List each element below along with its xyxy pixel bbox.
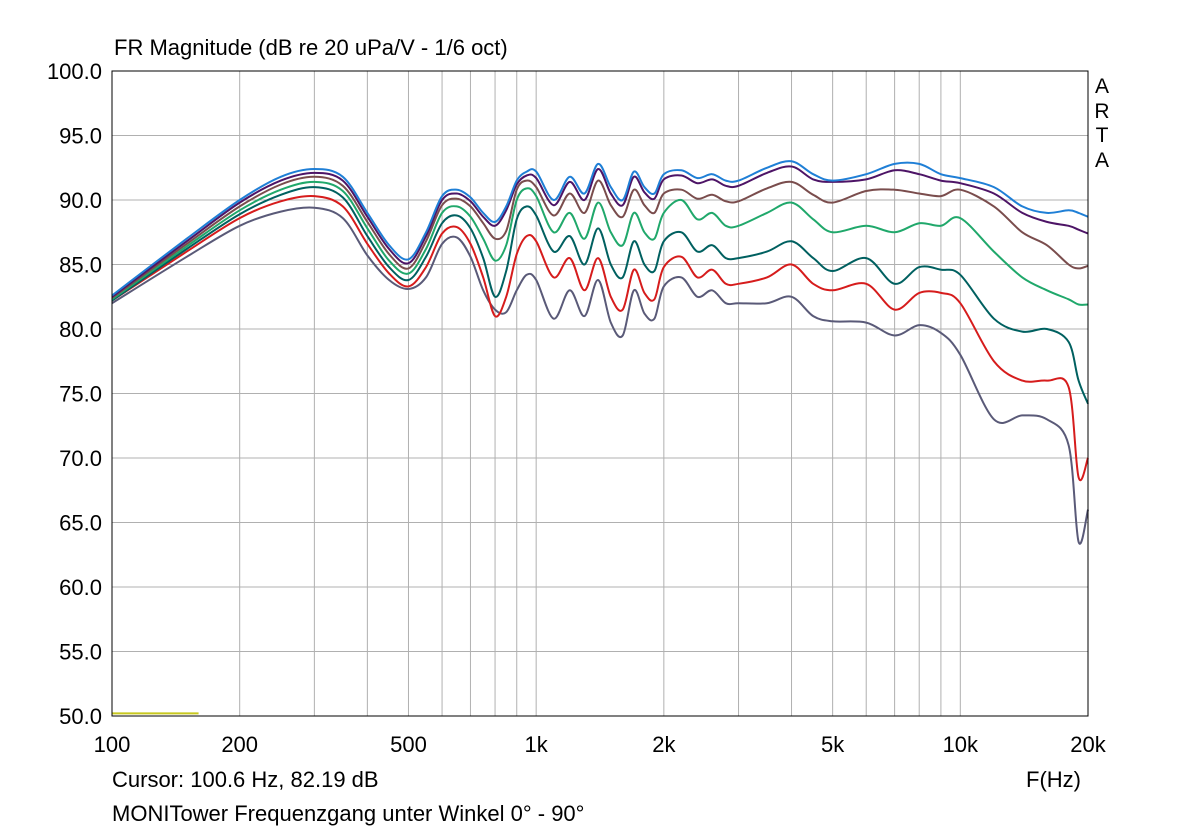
x-axis-unit-label: F(Hz) bbox=[1026, 767, 1081, 792]
y-tick-label: 60.0 bbox=[59, 575, 102, 600]
x-tick-label: 20k bbox=[1070, 732, 1106, 757]
x-tick-label: 2k bbox=[652, 732, 676, 757]
brand-letter: T bbox=[1095, 124, 1109, 147]
x-tick-label: 200 bbox=[221, 732, 258, 757]
x-tick-label: 1k bbox=[525, 732, 549, 757]
y-tick-label: 90.0 bbox=[59, 188, 102, 213]
series-line bbox=[111, 194, 1089, 482]
x-tick-label: 10k bbox=[943, 732, 979, 757]
x-tick-label: 500 bbox=[390, 732, 427, 757]
y-tick-label: 85.0 bbox=[59, 253, 102, 278]
chart-caption: MONITower Frequenzgang unter Winkel 0° -… bbox=[112, 801, 585, 826]
y-tick-label: 65.0 bbox=[59, 511, 102, 536]
plot-frame bbox=[111, 70, 1089, 717]
y-tick-label: 95.0 bbox=[59, 124, 102, 149]
y-tick-label: 70.0 bbox=[59, 446, 102, 471]
cursor-readout: Cursor: 100.6 Hz, 82.19 dB bbox=[112, 767, 379, 792]
series-line bbox=[111, 160, 1089, 297]
series-line bbox=[111, 165, 1089, 298]
chart-title: FR Magnitude (dB re 20 uPa/V - 1/6 oct) bbox=[114, 35, 508, 60]
series-line bbox=[111, 186, 1089, 405]
series-line bbox=[111, 206, 1089, 545]
x-tick-label: 5k bbox=[821, 732, 845, 757]
y-tick-label: 100.0 bbox=[47, 59, 102, 84]
x-axis-tick-labels: 100 200 500 1k 2k 5k 10k 20k bbox=[94, 732, 1107, 757]
y-axis-tick-labels: 50.0 55.0 60.0 65.0 70.0 75.0 80.0 85.0 90.0 95.0… bbox=[47, 59, 102, 729]
brand-letter: A bbox=[1094, 75, 1109, 98]
x-tick-label: 100 bbox=[94, 732, 131, 757]
y-tick-label: 80.0 bbox=[59, 317, 102, 342]
series-line bbox=[111, 180, 1089, 306]
arta-brand: A R T A bbox=[1093, 75, 1111, 173]
plot-grid bbox=[112, 71, 1088, 716]
y-tick-label: 75.0 bbox=[59, 382, 102, 407]
y-tick-label: 55.0 bbox=[59, 640, 102, 665]
brand-letter: R bbox=[1094, 99, 1110, 123]
series-line bbox=[111, 175, 1089, 299]
plot-series bbox=[111, 160, 1089, 545]
brand-letter: A bbox=[1094, 148, 1109, 172]
y-tick-label: 50.0 bbox=[59, 704, 102, 729]
